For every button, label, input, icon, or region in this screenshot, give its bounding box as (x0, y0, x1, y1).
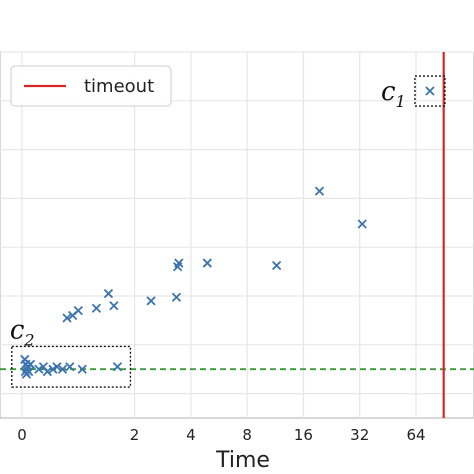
legend-timeout-label: timeout (84, 76, 154, 97)
data-point (314, 186, 325, 196)
data-point (109, 301, 119, 311)
x-tick-labels: 0 2 4 8 16 32 64 (17, 426, 425, 444)
legend: timeout (10, 65, 172, 107)
annotation-c1: c1 (381, 77, 406, 111)
annotation-c2: c2 (10, 315, 35, 349)
x-tick-label: 32 (350, 426, 369, 444)
cluster-annotations: c1 c2 (10, 77, 406, 349)
data-point (34, 364, 44, 374)
data-point (62, 313, 72, 323)
x-tick-label: 2 (130, 426, 140, 444)
cluster-boxes (11, 75, 446, 388)
data-point (425, 86, 435, 96)
x-tick-label: 64 (406, 426, 425, 444)
data-point (171, 292, 182, 302)
data-point (42, 367, 52, 377)
x-tick-label: 8 (242, 426, 252, 444)
legend-box (10, 65, 172, 107)
plot-background (0, 51, 474, 419)
data-point (57, 364, 68, 374)
plot-area (0, 51, 474, 419)
data-point (271, 260, 282, 271)
data-point (52, 362, 62, 372)
data-point (77, 364, 87, 374)
x-tick-label: 4 (186, 426, 196, 444)
data-point (65, 362, 75, 372)
grid-lines (0, 51, 474, 418)
x-tick-label: 16 (294, 426, 313, 444)
x-tick-label: 0 (17, 426, 27, 444)
data-point (357, 219, 367, 229)
data-point (174, 258, 184, 268)
data-point (73, 306, 83, 316)
data-point (91, 303, 102, 313)
data-point (202, 258, 212, 268)
x-axis-label: Time (215, 448, 270, 473)
data-point (24, 367, 34, 377)
data-points (20, 86, 435, 379)
cluster-box-c1 (414, 75, 446, 107)
data-point (25, 359, 36, 369)
data-point (146, 296, 156, 306)
data-point (103, 288, 114, 299)
data-point (112, 362, 123, 372)
